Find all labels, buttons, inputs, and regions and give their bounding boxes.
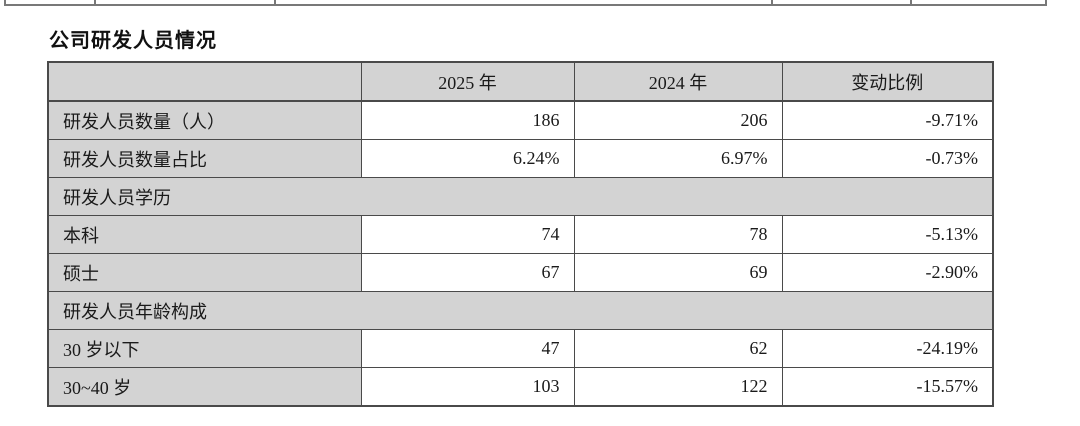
section-row: 研发人员学历: [47, 177, 994, 216]
value-2024-cell: 78: [573, 215, 783, 254]
table-row: 研发人员数量（人） 186 206 -9.71%: [47, 100, 994, 140]
rd-personnel-table: 2025 年 2024 年 变动比例 研发人员数量（人） 186 206 -9.71%…: [47, 61, 994, 407]
value-2025-cell: 67: [360, 253, 575, 292]
section-row: 研发人员年龄构成: [47, 291, 994, 330]
section-title: 公司研发人员情况: [49, 30, 217, 52]
value-2024-cell: 62: [573, 329, 783, 368]
value-change-cell: -2.90%: [781, 253, 994, 292]
table-grid-line: [1045, 0, 1047, 4]
header-cell-change: 变动比例: [781, 61, 994, 102]
value-2025-cell: 103: [360, 367, 575, 407]
row-label-cell: 研发人员数量占比: [47, 139, 362, 178]
section-label-cell: 研发人员学历: [47, 177, 994, 216]
row-label-cell: 30~40 岁: [47, 367, 362, 407]
value-change-cell: -5.13%: [781, 215, 994, 254]
value-change-cell: -15.57%: [781, 367, 994, 407]
value-2024-cell: 6.97%: [573, 139, 783, 178]
row-label-cell: 本科: [47, 215, 362, 254]
value-2024-cell: 206: [573, 100, 783, 140]
table-row: 硕士 67 69 -2.90%: [47, 253, 994, 292]
header-cell-2024: 2024 年: [573, 61, 783, 102]
value-2024-cell: 122: [573, 367, 783, 407]
header-cell-2025: 2025 年: [360, 61, 575, 102]
value-2025-cell: 186: [360, 100, 575, 140]
table-grid-line: [274, 0, 276, 4]
section-label-cell: 研发人员年龄构成: [47, 291, 994, 330]
row-label-cell: 30 岁以下: [47, 329, 362, 368]
table-grid-line: [4, 0, 6, 4]
table-grid-line: [771, 0, 773, 4]
table-row: 本科 74 78 -5.13%: [47, 215, 994, 254]
table-row: 30~40 岁 103 122 -15.57%: [47, 367, 994, 407]
value-change-cell: -0.73%: [781, 139, 994, 178]
value-2025-cell: 6.24%: [360, 139, 575, 178]
table-row: 研发人员数量占比 6.24% 6.97% -0.73%: [47, 139, 994, 178]
value-2025-cell: 47: [360, 329, 575, 368]
value-2024-cell: 69: [573, 253, 783, 292]
table-header-row: 2025 年 2024 年 变动比例: [47, 61, 994, 102]
table-grid-line: [910, 0, 912, 4]
table-grid-line: [94, 0, 96, 4]
value-change-cell: -24.19%: [781, 329, 994, 368]
row-label-cell: 研发人员数量（人）: [47, 100, 362, 140]
table-row: 30 岁以下 47 62 -24.19%: [47, 329, 994, 368]
value-2025-cell: 74: [360, 215, 575, 254]
header-cell-blank: [47, 61, 362, 102]
previous-table-bottom-edge: [4, 0, 1047, 6]
value-change-cell: -9.71%: [781, 100, 994, 140]
row-label-cell: 硕士: [47, 253, 362, 292]
